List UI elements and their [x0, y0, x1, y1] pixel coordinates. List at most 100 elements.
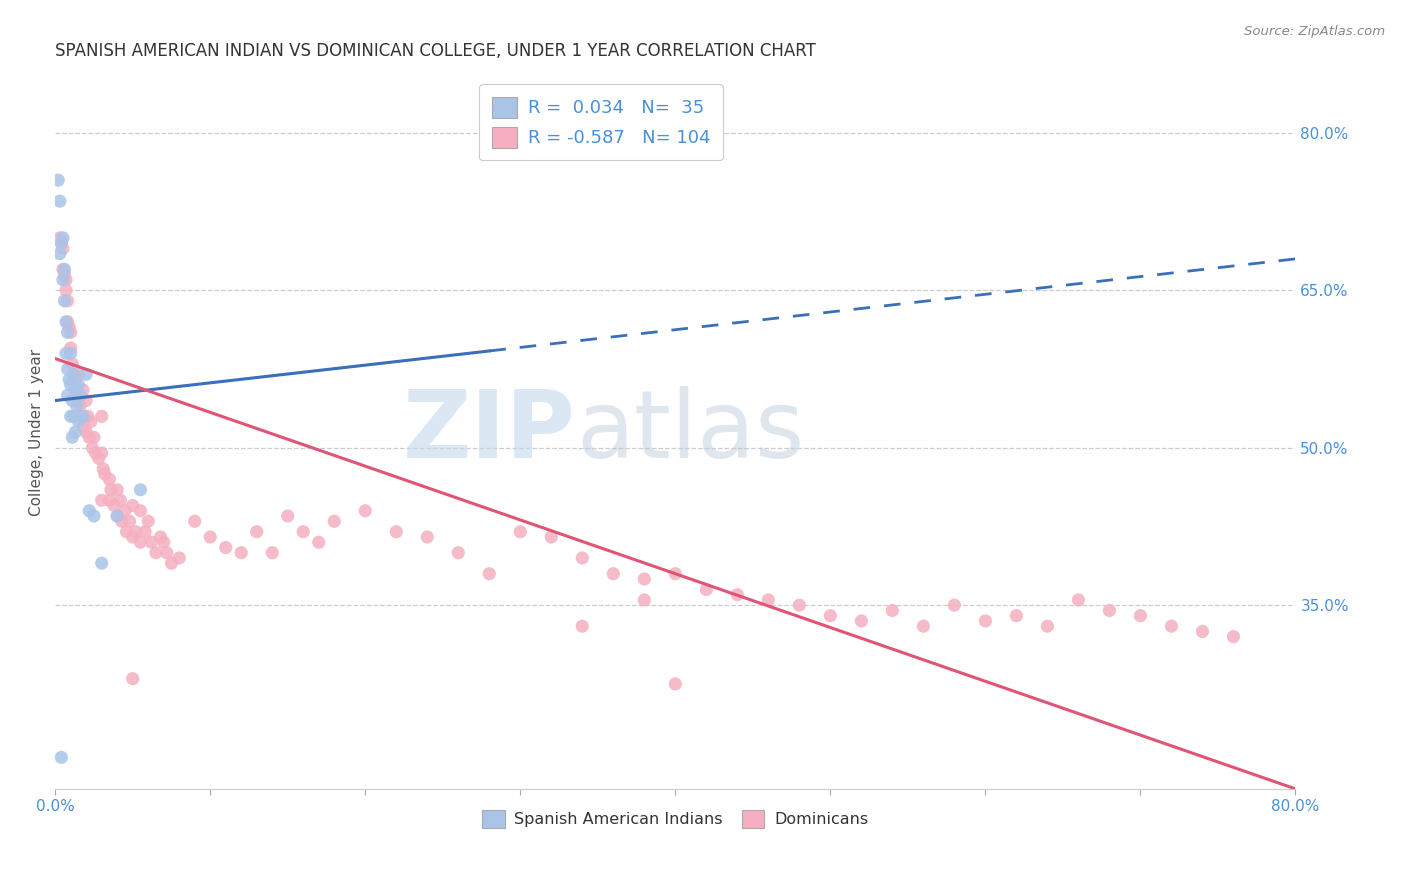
Text: SPANISH AMERICAN INDIAN VS DOMINICAN COLLEGE, UNDER 1 YEAR CORRELATION CHART: SPANISH AMERICAN INDIAN VS DOMINICAN COL… — [55, 42, 815, 60]
Point — [72, 419, 94, 434]
Point — [67, 368, 90, 382]
Point — [231, 546, 253, 560]
Point — [75, 425, 97, 439]
Point — [152, 535, 174, 549]
Point — [129, 504, 152, 518]
Point — [974, 614, 997, 628]
Point — [167, 551, 190, 566]
Point — [121, 499, 143, 513]
Point — [943, 598, 966, 612]
Point — [1222, 630, 1244, 644]
Point — [664, 677, 686, 691]
Point — [602, 566, 624, 581]
Point — [52, 231, 75, 245]
Point — [756, 593, 779, 607]
Point — [62, 368, 84, 382]
Point — [160, 556, 183, 570]
Point — [60, 357, 83, 371]
Point — [46, 173, 69, 187]
Point — [118, 514, 141, 528]
Point — [90, 556, 112, 570]
Point — [70, 409, 93, 424]
Point — [51, 750, 73, 764]
Point — [200, 530, 222, 544]
Point — [59, 409, 82, 424]
Point — [76, 409, 98, 424]
Point — [323, 514, 346, 528]
Point — [60, 393, 83, 408]
Point — [145, 546, 167, 560]
Point — [82, 441, 104, 455]
Point — [156, 546, 179, 560]
Point — [141, 535, 163, 549]
Point — [66, 399, 89, 413]
Point — [52, 273, 75, 287]
Point — [100, 483, 122, 497]
Point — [51, 236, 73, 251]
Point — [1191, 624, 1213, 639]
Point — [111, 514, 134, 528]
Point — [75, 393, 97, 408]
Point — [183, 514, 205, 528]
Point — [59, 326, 82, 340]
Point — [56, 293, 79, 308]
Point — [105, 483, 128, 497]
Point — [80, 415, 103, 429]
Point — [633, 572, 655, 586]
Point — [121, 672, 143, 686]
Point — [1160, 619, 1182, 633]
Point — [53, 262, 76, 277]
Point — [571, 551, 593, 566]
Text: Source: ZipAtlas.com: Source: ZipAtlas.com — [1244, 25, 1385, 38]
Point — [90, 446, 112, 460]
Point — [62, 409, 84, 424]
Point — [125, 524, 148, 539]
Legend: Spanish American Indians, Dominicans: Spanish American Indians, Dominicans — [477, 803, 875, 834]
Point — [69, 399, 91, 413]
Point — [851, 614, 873, 628]
Point — [60, 430, 83, 444]
Point — [65, 383, 87, 397]
Point — [53, 293, 76, 308]
Point — [59, 377, 82, 392]
Point — [58, 373, 80, 387]
Point — [67, 393, 90, 408]
Point — [129, 483, 152, 497]
Point — [540, 530, 562, 544]
Point — [121, 530, 143, 544]
Point — [308, 535, 330, 549]
Point — [633, 593, 655, 607]
Point — [354, 504, 377, 518]
Point — [447, 546, 470, 560]
Point — [114, 504, 136, 518]
Point — [91, 462, 114, 476]
Point — [912, 619, 935, 633]
Point — [1067, 593, 1090, 607]
Point — [215, 541, 238, 555]
Point — [83, 508, 105, 523]
Point — [136, 514, 159, 528]
Point — [571, 619, 593, 633]
Point — [58, 320, 80, 334]
Point — [75, 368, 97, 382]
Point — [105, 508, 128, 523]
Point — [90, 493, 112, 508]
Point — [1005, 608, 1028, 623]
Point — [65, 425, 87, 439]
Point — [67, 415, 90, 429]
Point — [83, 430, 105, 444]
Point — [98, 493, 121, 508]
Point — [56, 362, 79, 376]
Point — [84, 446, 107, 460]
Point — [385, 524, 408, 539]
Point — [695, 582, 717, 597]
Text: atlas: atlas — [576, 386, 804, 478]
Point — [416, 530, 439, 544]
Point — [1098, 603, 1121, 617]
Point — [55, 284, 77, 298]
Point — [56, 326, 79, 340]
Point — [110, 493, 132, 508]
Point — [90, 409, 112, 424]
Point — [55, 346, 77, 360]
Point — [77, 504, 100, 518]
